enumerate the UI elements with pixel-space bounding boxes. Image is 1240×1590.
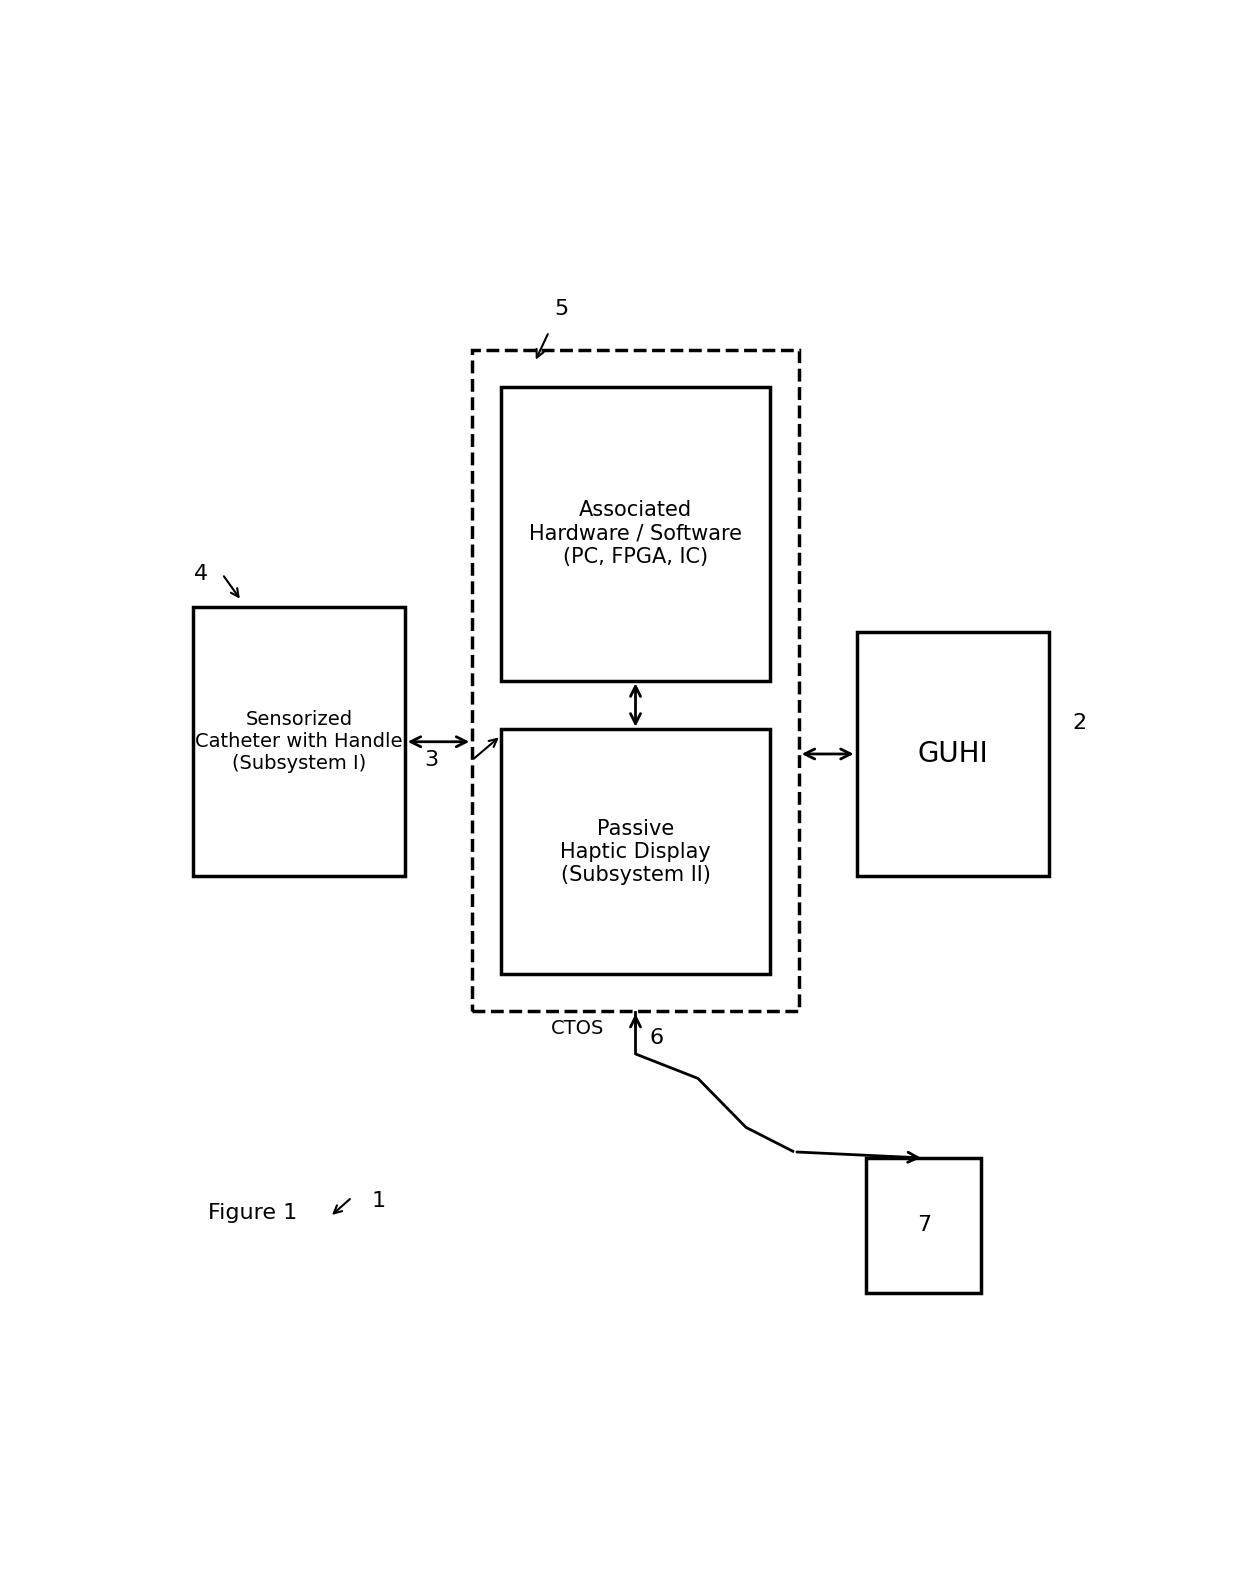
Text: 4: 4	[193, 564, 208, 584]
Text: 2: 2	[1073, 714, 1087, 733]
Text: CTOS: CTOS	[552, 1019, 605, 1038]
FancyBboxPatch shape	[501, 386, 770, 681]
Text: Sensorized
Catheter with Handle
(Subsystem I): Sensorized Catheter with Handle (Subsyst…	[196, 711, 403, 773]
FancyBboxPatch shape	[857, 631, 1049, 876]
Text: 1: 1	[371, 1191, 386, 1212]
Text: Associated
Hardware / Software
(PC, FPGA, IC): Associated Hardware / Software (PC, FPGA…	[529, 501, 742, 566]
FancyBboxPatch shape	[501, 730, 770, 975]
FancyBboxPatch shape	[866, 1158, 982, 1293]
FancyBboxPatch shape	[193, 607, 404, 876]
Text: 3: 3	[424, 750, 439, 770]
Text: 7: 7	[916, 1215, 931, 1235]
Text: GUHI: GUHI	[918, 739, 988, 768]
Text: Passive
Haptic Display
(Subsystem II): Passive Haptic Display (Subsystem II)	[560, 819, 711, 886]
Text: 6: 6	[650, 1029, 665, 1048]
Text: 5: 5	[554, 299, 568, 320]
Text: Figure 1: Figure 1	[208, 1204, 298, 1223]
